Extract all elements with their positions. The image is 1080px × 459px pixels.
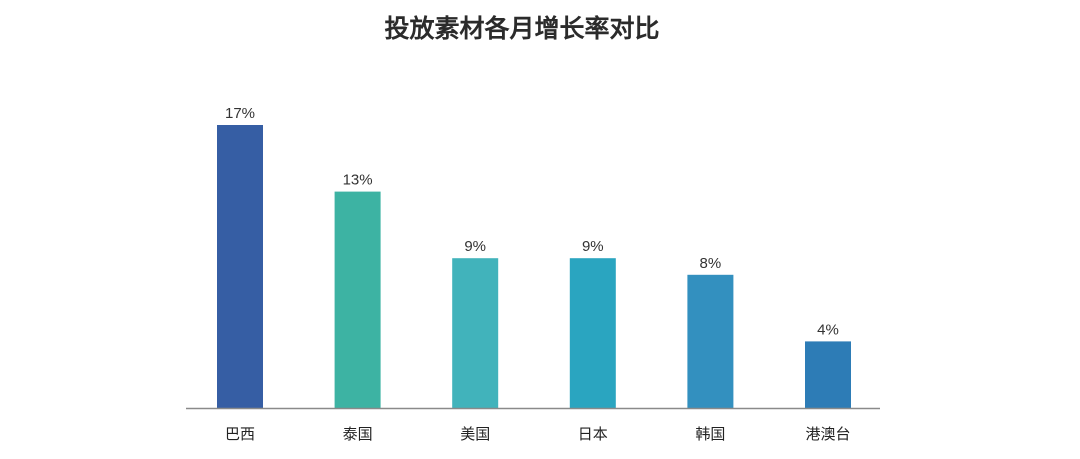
bar [569,258,616,408]
category-label: 泰国 [343,425,373,443]
bar-value-label: 9% [464,238,486,255]
category-label: 日本 [578,425,608,443]
category-label: 港澳台 [805,425,850,443]
bar-value-label: 17% [225,105,255,122]
bar [217,125,263,408]
chart-title: 投放素材各月增长率对比 [384,14,659,43]
bars-group [217,125,851,408]
bar [687,274,734,408]
category-label: 韩国 [695,425,725,443]
category-label: 巴西 [225,425,255,443]
bar [805,341,851,408]
bar [334,191,381,408]
bar-value-label: 4% [817,321,839,338]
bar-value-label: 9% [582,238,604,255]
value-labels-group: 17% 13% 9% 9% 8% 4% [225,105,839,338]
category-labels-group: 巴西 泰国 美国 日本 韩国 港澳台 [225,425,851,443]
bar-value-label: 8% [700,255,722,272]
bar [452,258,499,408]
category-label: 美国 [460,425,490,443]
bar-value-label: 13% [343,172,373,189]
